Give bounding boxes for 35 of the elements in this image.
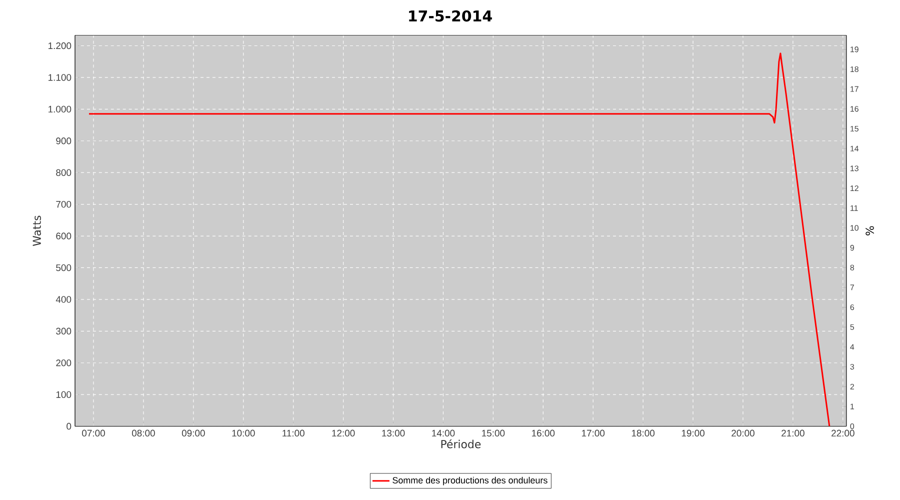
y-tick-label: 700	[56, 200, 72, 208]
y-tick-label: 0	[66, 422, 72, 430]
y-tick-label: 1.200	[48, 42, 72, 50]
x-tick-label: 09:00	[182, 430, 205, 437]
x-tick-label: 19:00	[682, 430, 704, 437]
y-tick-label: 500	[56, 264, 72, 272]
x-tick-label: 15:00	[482, 430, 505, 437]
y-axis-title: Watts	[32, 216, 41, 246]
y-tick-label: 1.000	[48, 106, 72, 113]
x-tick-label: 12:00	[332, 430, 355, 437]
y-tick-label: 400	[56, 296, 72, 303]
y-tick-label: 800	[56, 169, 72, 176]
x-tick-label: 14:00	[432, 430, 455, 437]
x-tick-label: 16:00	[532, 430, 555, 437]
x-tick-label: 20:00	[732, 430, 754, 437]
x-tick-label: 10:00	[232, 430, 255, 437]
x-tick-label: 21:00	[782, 430, 804, 437]
y-tick-label: 200	[56, 360, 72, 366]
x-tick-label: 08:00	[132, 430, 155, 437]
x-tick-label: 22:00	[832, 430, 854, 437]
y-tick-label: 600	[56, 232, 72, 240]
x-tick-label: 13:00	[382, 430, 405, 437]
y-tick-label: 900	[56, 138, 72, 144]
line-series	[88, 52, 830, 426]
x-axis-title: Période	[441, 439, 481, 448]
y-tick-label: 300	[56, 328, 72, 335]
x-tick-label: 11:00	[282, 430, 304, 437]
x-tick-label: 17:00	[582, 430, 605, 437]
x-tick-label: 07:00	[82, 430, 105, 437]
chart-title: 17-5-2014	[409, 10, 492, 22]
y-tick-label: 1.100	[48, 74, 72, 81]
y2-axis-title: %	[866, 226, 874, 236]
legend-label: Somme des productions des onduleurs	[392, 476, 548, 486]
y-tick-label: 100	[56, 391, 72, 398]
x-tick-label: 18:00	[632, 430, 655, 437]
